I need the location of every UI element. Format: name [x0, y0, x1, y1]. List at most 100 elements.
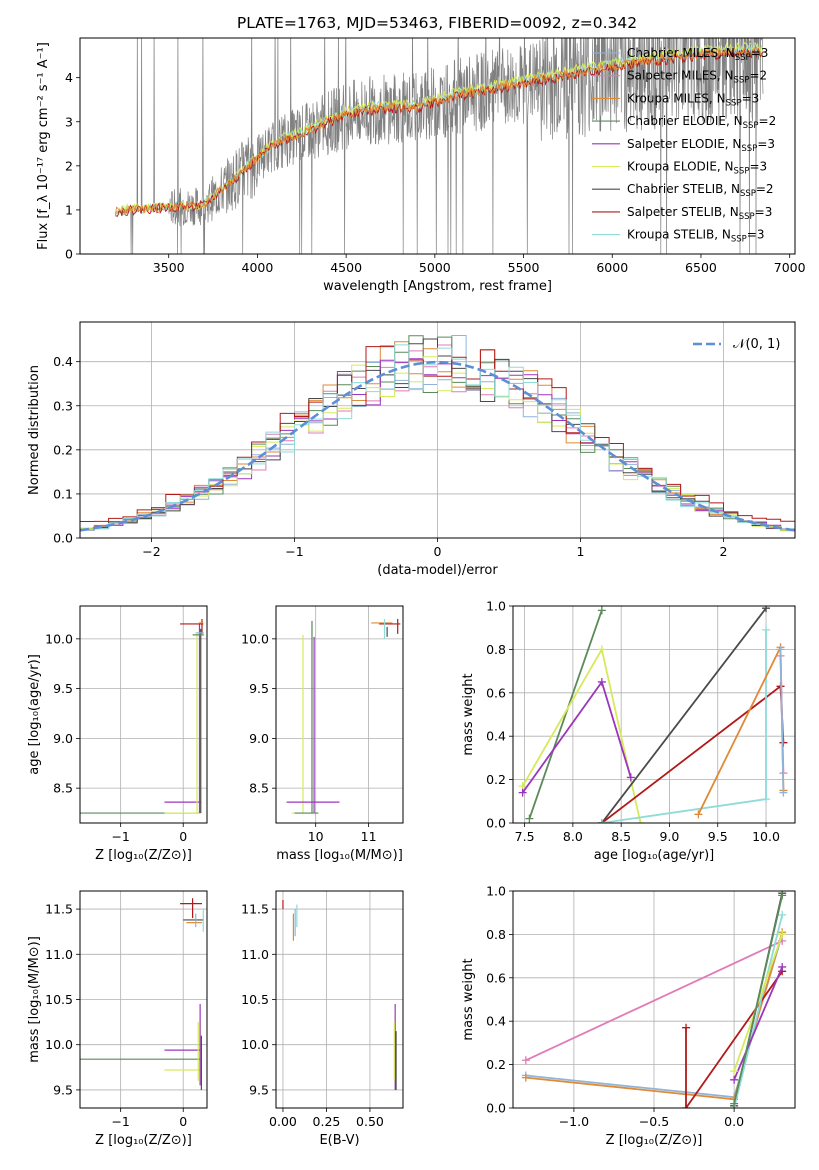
axes-frame [79, 321, 796, 539]
y-tick-label: 10.0 [241, 1037, 269, 1052]
x-tick-label: −1 [111, 1114, 129, 1129]
y-tick-label: 9.5 [53, 1082, 73, 1097]
marker-kroupa_elodie [636, 819, 645, 823]
y-tick-label: 1 [65, 202, 73, 217]
x-tick-label: 8.0 [563, 829, 583, 844]
x-tick-label: −1 [285, 544, 303, 559]
x-tick-label: 0 [179, 1114, 187, 1129]
histogram-kroupa_stelib [80, 344, 795, 531]
x-tick-label: 6500 [685, 260, 717, 275]
marker-chabrier_elodie [525, 814, 534, 823]
x-tick-label: −2 [142, 544, 160, 559]
y-tick-label: 0.4 [486, 729, 506, 744]
y-tick-label: 10.5 [45, 992, 73, 1007]
marker-chabrier_elodie [597, 606, 606, 615]
marker-kroupa_elodie [778, 930, 787, 939]
model-line-kroupa_miles [115, 46, 763, 216]
axes-frame [275, 605, 404, 824]
y-tick-label: 0.0 [486, 1101, 506, 1116]
x-axis-label: age [log₁₀(age/yr)] [594, 848, 715, 863]
marker-kroupa_stelib [778, 910, 787, 919]
series-line-salpeter_elodie [733, 966, 784, 1081]
marker-kroupa_elodie [730, 1067, 739, 1076]
y-tick-label: 0.0 [486, 816, 506, 831]
y-tick-label: 3 [65, 114, 73, 129]
legend-label: Kroupa ELODIE, NSSP=3 [627, 160, 767, 177]
x-axis-label: mass [log₁₀(M/M⊙)] [276, 848, 403, 863]
x-axis-label: Z [log₁₀(Z/Z⊙)] [95, 1133, 192, 1148]
normal-curve [80, 360, 795, 532]
x-tick-label: 2 [720, 544, 728, 559]
y-tick-label: 9.5 [249, 1082, 269, 1097]
panel-spectrum: 3500 4000 4500 5000 5500 6000 6500 7000 0 1 2 3 4 wav… [36, 37, 806, 294]
x-tick-label: −0.5 [639, 1114, 669, 1129]
x-tick-label: 7000 [774, 260, 806, 275]
marker-chabrier_miles [776, 645, 785, 654]
y-tick-label: 11.5 [241, 902, 269, 917]
plot-area [518, 606, 788, 823]
y-axis-label: Flux [f_λ 10⁻¹⁷ erg cm⁻² s⁻¹ A⁻¹] [36, 42, 51, 250]
x-tick-label: 0.25 [313, 1114, 341, 1129]
panel-age_vs_z: −1 0 8.5 9.0 9.5 10.0 Z [log₁₀(Z/Z⊙)] age [log₁… [27, 605, 208, 863]
x-tick-label: −1 [111, 829, 129, 844]
figure-title: PLATE=1763, MJD=53463, FIBERID=0092, z=0… [237, 14, 637, 32]
series-line-kroupa_miles [697, 646, 785, 815]
x-tick-label: 9.0 [660, 829, 680, 844]
y-axis-label: mass weight [461, 673, 476, 755]
y-tick-label: 0 [65, 247, 73, 262]
plot-area [521, 891, 787, 1108]
y-tick-label: 0.8 [486, 642, 506, 657]
marker-salpeter_stelib [682, 1023, 691, 1032]
y-axis-label: age [log₁₀(age/yr)] [27, 654, 42, 775]
series-line-salpeter_elodie [521, 679, 632, 794]
axes-frame [512, 890, 796, 1109]
plot-area [80, 618, 204, 814]
x-axis-label: E(B-V) [319, 1133, 359, 1148]
axes-frame [79, 605, 208, 824]
series-line-chabrier_miles [779, 649, 785, 793]
panel-mass_vs_z: −1 0 9.5 10.0 10.5 11.0 11.5 Z [log₁₀(Z/Z⊙)] mas… [27, 890, 208, 1148]
x-tick-label: 6000 [596, 260, 628, 275]
x-axis-label: (data-model)/error [377, 563, 498, 578]
axes-frame [275, 890, 404, 1109]
panel-mw_vs_age: 7.5 8.0 8.5 9.0 9.5 10.0 0.0 0.2 0.4 0.6 0.8 1.0 age… [461, 599, 796, 863]
x-tick-label: 0.0 [724, 1114, 744, 1129]
marker-kroupa_stelib [762, 795, 771, 804]
y-tick-label: 1.0 [486, 599, 506, 614]
y-tick-label: 0.3 [53, 398, 73, 413]
legend-label: 𝒩(0, 1) [733, 337, 780, 352]
y-tick-label: 8.5 [249, 781, 269, 796]
legend-label: Salpeter ELODIE, NSSP=3 [627, 137, 775, 154]
plot-area [286, 618, 401, 814]
y-tick-label: 0.2 [486, 1057, 506, 1072]
plot-area [115, 38, 764, 254]
y-tick-label: 0.4 [486, 1014, 506, 1029]
marker-salpeter_elodie [597, 677, 606, 686]
x-tick-label: 0 [179, 829, 187, 844]
y-axis-label: Normed distribution [27, 365, 42, 495]
x-axis-label: wavelength [Angstrom, rest frame] [323, 279, 552, 294]
legend-label: Kroupa STELIB, NSSP=3 [627, 228, 765, 245]
x-tick-label: 9.5 [708, 829, 728, 844]
y-tick-label: 0.6 [486, 685, 506, 700]
y-tick-label: 10.0 [241, 631, 269, 646]
panel-mw_vs_z: −1.0 −0.5 0.0 0.0 0.2 0.4 0.6 0.8 1.0 Z [log₁₀(Z/… [461, 884, 796, 1148]
y-tick-label: 10.0 [45, 1037, 73, 1052]
x-tick-label: 5000 [419, 260, 451, 275]
series-line-kroupa_stelib [733, 914, 784, 1108]
legend-label: Chabrier MILES, NSSP=3 [627, 46, 768, 63]
histogram-kroupa_elodie [80, 356, 795, 532]
x-axis-label: Z [log₁₀(Z/Z⊙)] [606, 1133, 703, 1148]
series-line-salpeter_miles [525, 940, 783, 1062]
axes-frame [79, 37, 796, 255]
marker-chabrier_stelib [762, 606, 771, 613]
y-tick-label: 4 [65, 70, 73, 85]
marker-kroupa_elodie [597, 645, 606, 654]
y-tick-label: 11.0 [45, 947, 73, 962]
y-tick-label: 9.5 [249, 681, 269, 696]
x-axis-label: Z [log₁₀(Z/Z⊙)] [95, 848, 192, 863]
marker-kroupa_stelib [597, 819, 606, 823]
x-tick-label: 4000 [242, 260, 274, 275]
series-line-chabrier_elodie [733, 895, 784, 1104]
